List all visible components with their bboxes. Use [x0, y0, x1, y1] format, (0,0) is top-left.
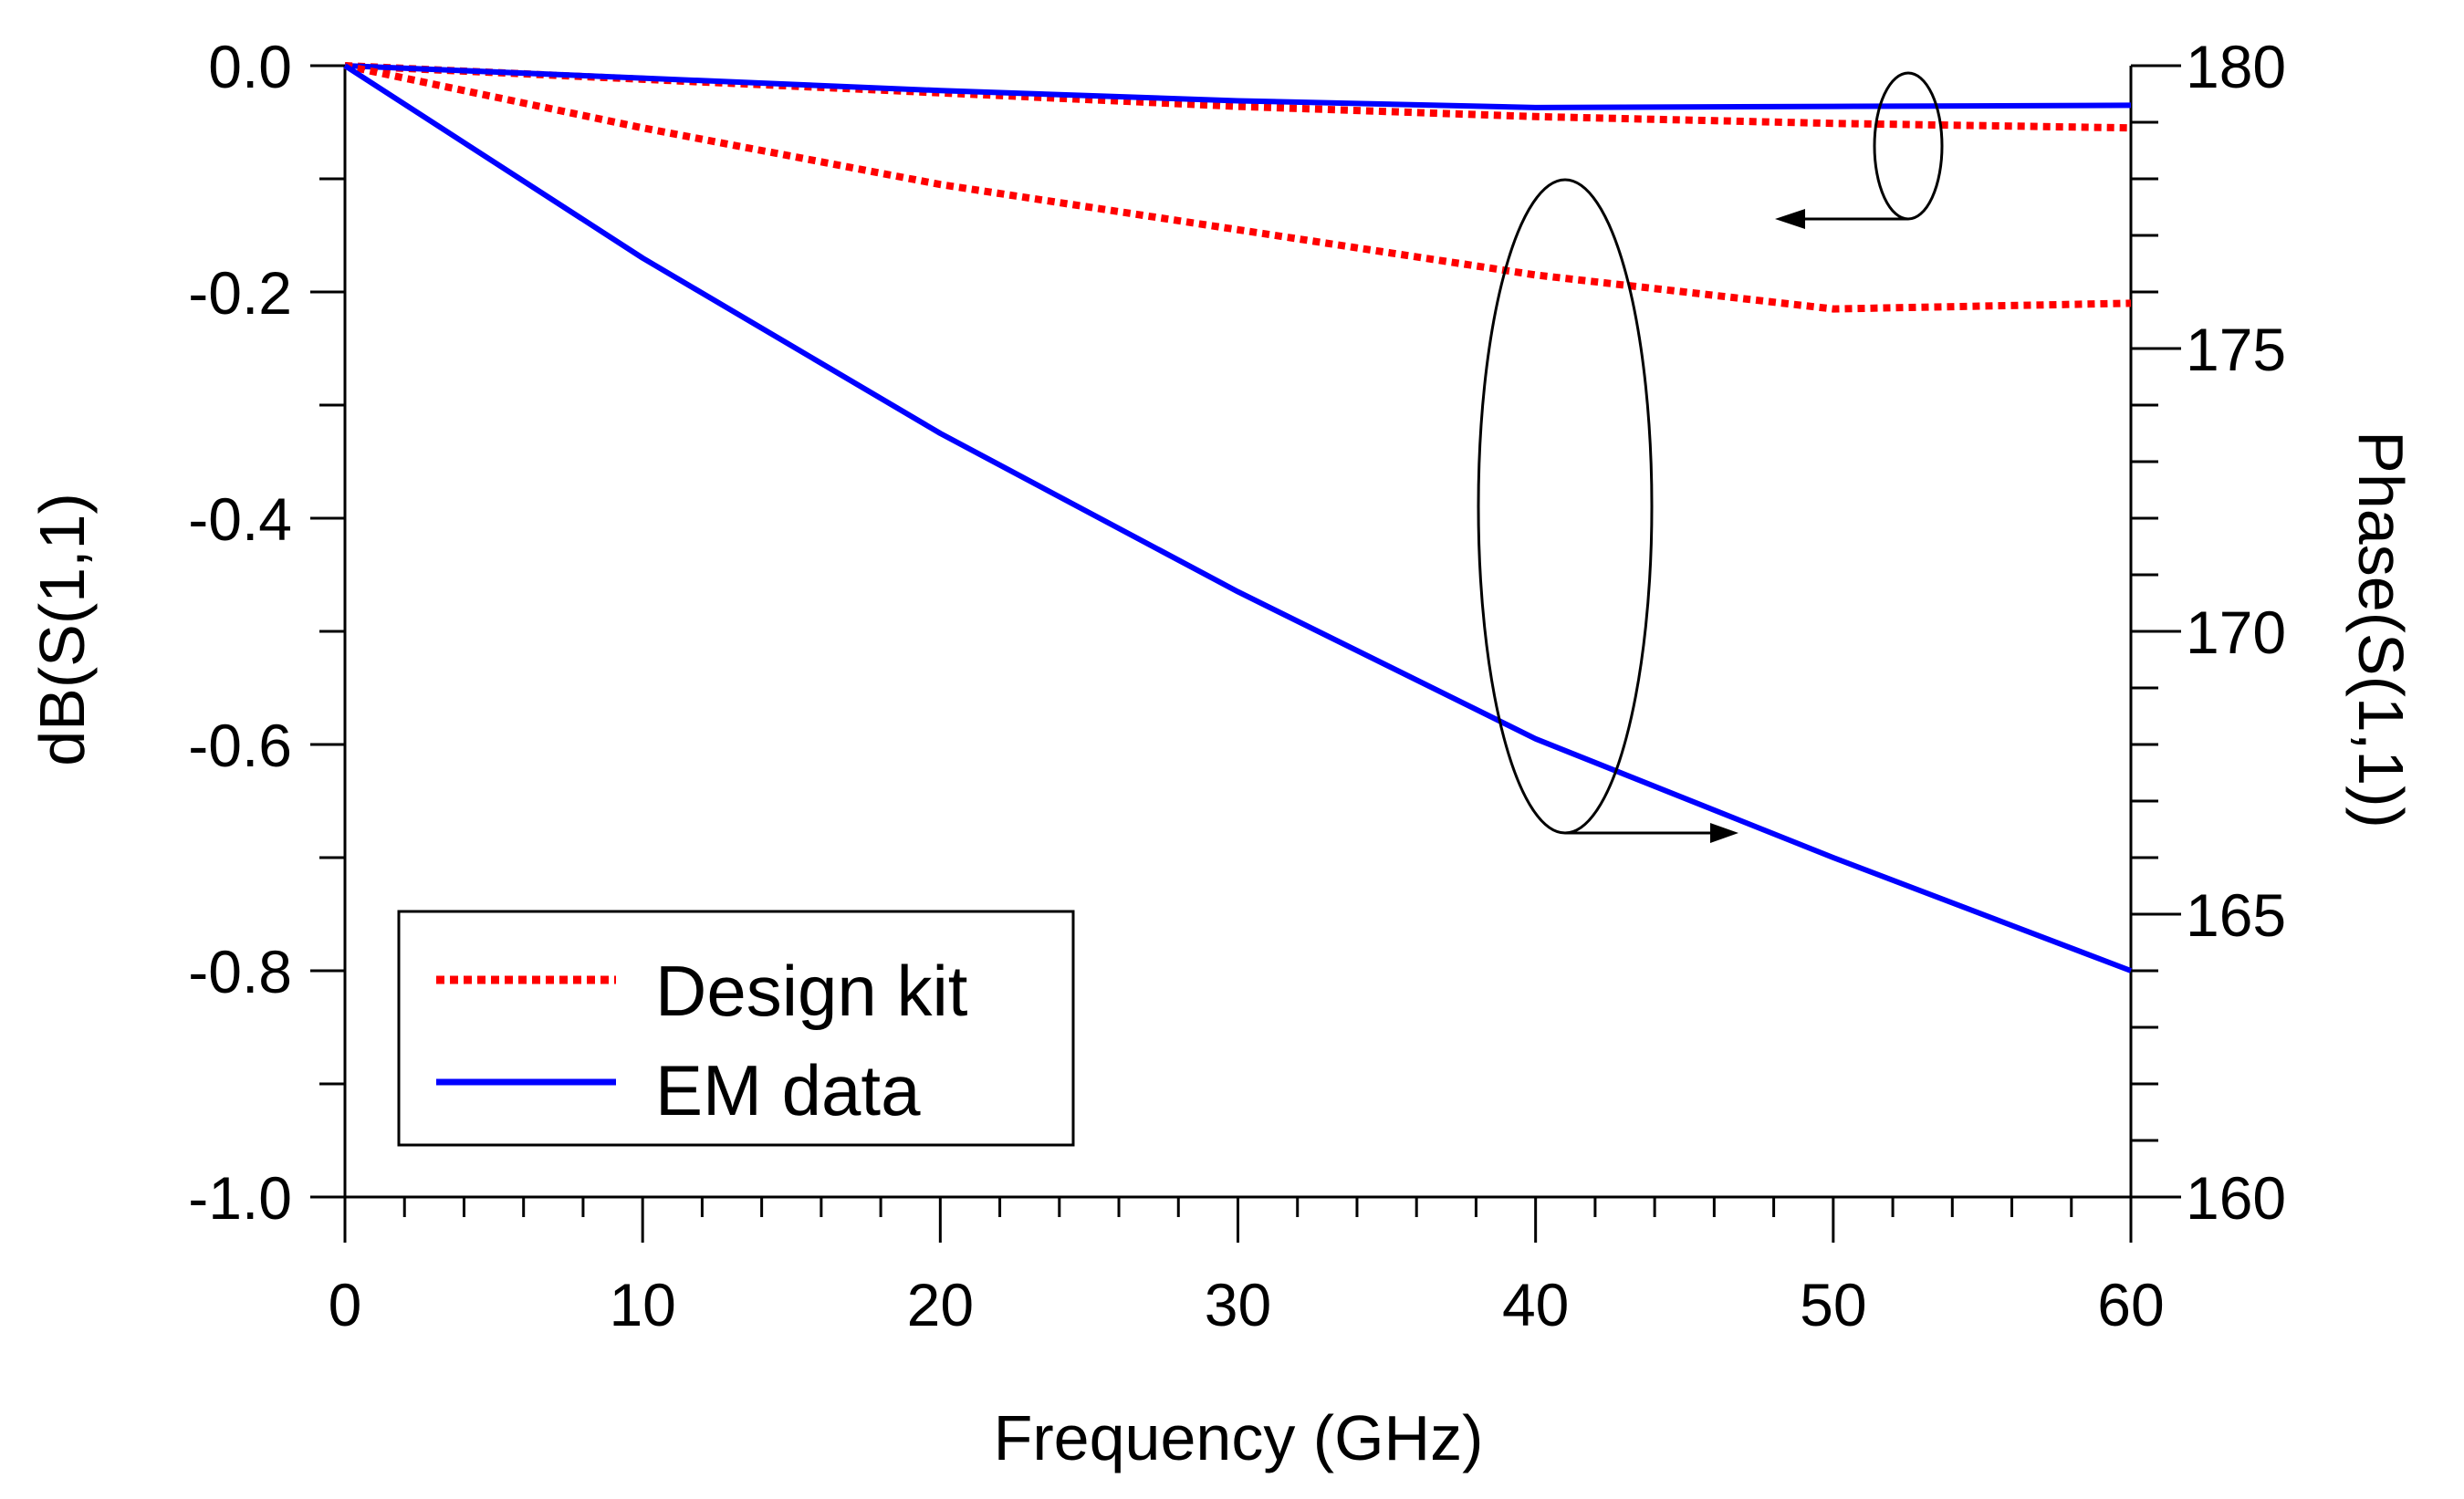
y-right-tick-label: 180: [2186, 33, 2286, 100]
y-left-tick-label: 0.0: [208, 33, 292, 100]
legend-label-em-data: EM data: [655, 1050, 921, 1130]
x-tick-label: 0: [329, 1271, 362, 1338]
labels-layer: 0 10 20 30 40 50 60 0.0 -0.2 -0.4 -0.6 -0.8 -1.0 180 1…: [188, 33, 2286, 1338]
y-left-tick-label: -0.6: [188, 712, 292, 779]
legend: Design kit EM data: [397, 910, 1075, 1147]
x-tick-label: 40: [1502, 1271, 1569, 1338]
series-design-kit-phase: [344, 62, 2132, 313]
series-em-data-phase: [343, 63, 2133, 973]
y-left-tick-label: -0.4: [188, 485, 292, 553]
y-left-tick-label: -1.0: [188, 1164, 292, 1232]
series-em-data-magnitude: [344, 63, 2132, 110]
y-right-tick-label: 170: [2186, 599, 2286, 666]
x-tick-label: 50: [1800, 1271, 1866, 1338]
y-right-tick-label: 175: [2186, 316, 2286, 383]
x-tick-label: 10: [609, 1271, 675, 1338]
y-right-tick-label: 160: [2186, 1164, 2286, 1232]
x-tick-label: 60: [2097, 1271, 2164, 1338]
y-right-axis-title: Phase(S(1,1)): [2345, 431, 2417, 828]
legend-label-design-kit: Design kit: [655, 951, 968, 1031]
annotation-right-axis: [1477, 178, 1738, 843]
ticks-layer: [310, 64, 2181, 1243]
series-layer: [343, 62, 2133, 973]
x-tick-label: 20: [907, 1271, 974, 1338]
x-tick-label: 30: [1205, 1271, 1271, 1338]
arrow-left-icon: [1775, 209, 1805, 229]
arrow-right-icon: [1710, 823, 1738, 843]
legend-box: [397, 910, 1075, 1147]
x-axis-title: Frequency (GHz): [994, 1402, 1484, 1473]
annotation-left-axis: [1775, 71, 1944, 229]
y-left-axis-title: dB(S(1,1): [26, 493, 98, 766]
y-left-tick-label: -0.2: [188, 259, 292, 327]
y-left-tick-label: -0.8: [188, 938, 292, 1005]
y-right-tick-label: 165: [2186, 881, 2286, 949]
